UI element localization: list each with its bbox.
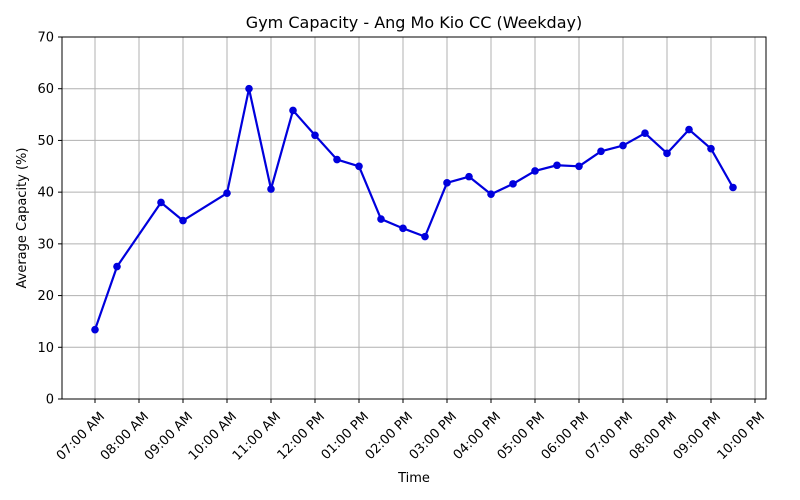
data-point <box>399 224 407 233</box>
series-layer <box>91 84 737 334</box>
data-point <box>179 216 187 225</box>
plot-frame <box>61 36 767 400</box>
data-point <box>487 190 495 199</box>
y-tick-label: 50 <box>37 134 54 149</box>
data-point <box>575 162 583 171</box>
x-tick-label: 11:00 AM <box>230 409 284 463</box>
data-point <box>267 185 275 193</box>
data-point <box>333 155 341 164</box>
data-point <box>223 189 231 197</box>
data-point <box>377 215 385 223</box>
data-point <box>465 172 473 181</box>
y-tick-label: 30 <box>37 237 54 252</box>
y-axis-label: Average Capacity (%) <box>15 148 30 289</box>
x-axis-label: Time <box>397 471 430 486</box>
data-point <box>113 262 121 271</box>
data-point <box>619 141 627 150</box>
data-point <box>663 149 671 158</box>
data-point <box>707 144 715 153</box>
x-tick-label: 10:00 PM <box>715 409 768 462</box>
data-point <box>685 125 693 134</box>
data-point <box>641 129 649 137</box>
y-tick-label: 60 <box>37 82 54 97</box>
data-point <box>311 131 319 140</box>
data-point <box>553 161 561 170</box>
series-line <box>93 87 734 331</box>
data-point <box>91 325 99 334</box>
data-point <box>245 84 253 93</box>
grid-layer <box>62 36 766 400</box>
data-point <box>289 106 297 115</box>
data-point <box>729 183 737 192</box>
y-axis: 0 10 20 30 40 50 60 70 <box>37 31 62 408</box>
y-tick-label: 20 <box>37 289 54 304</box>
data-point <box>421 232 429 241</box>
data-point <box>531 167 539 175</box>
data-point <box>443 179 451 187</box>
y-tick-label: 70 <box>37 31 54 46</box>
y-tick-label: 40 <box>37 186 54 201</box>
y-tick-label: 0 <box>46 393 54 408</box>
y-tick-label: 10 <box>37 341 54 356</box>
data-point <box>355 162 363 171</box>
data-point <box>597 147 605 156</box>
data-point <box>157 198 165 207</box>
data-point <box>509 180 517 188</box>
chart-title: Gym Capacity - Ang Mo Kio CC (Weekday) <box>246 13 582 32</box>
